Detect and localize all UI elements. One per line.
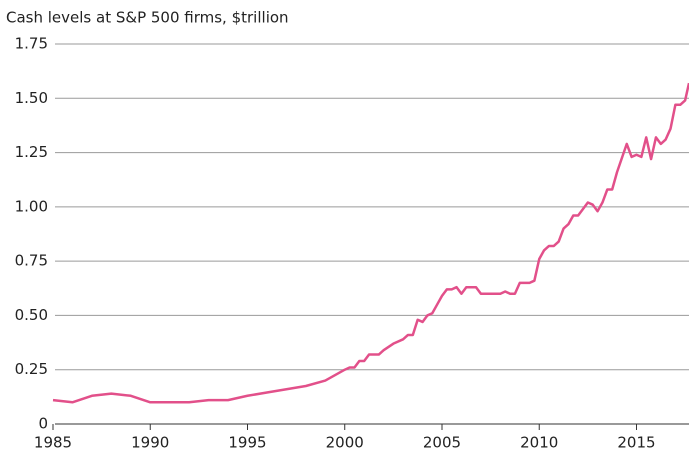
y-tick-label: 0.50 <box>15 306 48 324</box>
x-tick-label: 1990 <box>131 434 169 452</box>
x-tick-label: 1985 <box>34 434 72 452</box>
y-tick-label: 1.50 <box>15 89 48 107</box>
y-tick-label: 1.00 <box>15 197 48 215</box>
y-tick-label: 0.75 <box>15 252 48 270</box>
y-tick-label: 1.25 <box>15 143 48 161</box>
x-tick-label: 2000 <box>326 434 364 452</box>
x-tick-label: 2015 <box>617 434 655 452</box>
y-tick-label: 0 <box>38 415 48 433</box>
x-tick-label: 2010 <box>520 434 558 452</box>
chart-title: Cash levels at S&P 500 firms, $trillion <box>6 9 289 27</box>
y-tick-label: 1.75 <box>15 35 48 53</box>
line <box>52 82 689 404</box>
x-tick-label: 1995 <box>228 434 266 452</box>
x-tick-label: 2005 <box>423 434 461 452</box>
y-tick-label: 0.25 <box>15 360 48 378</box>
